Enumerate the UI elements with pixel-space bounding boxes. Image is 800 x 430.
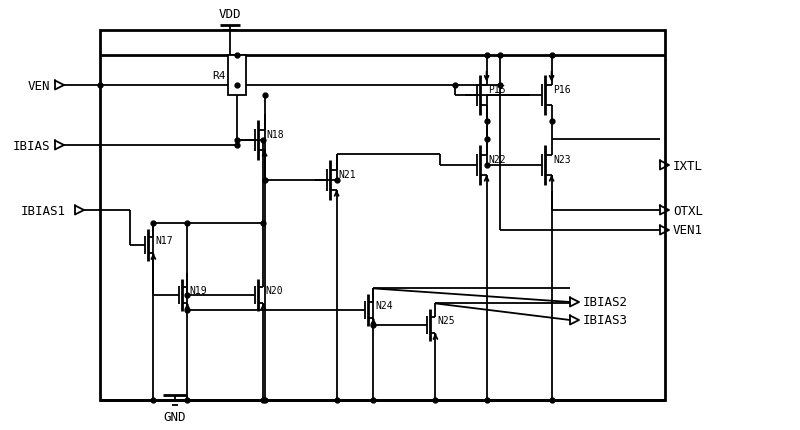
Text: N21: N21 [338, 170, 356, 180]
Text: N23: N23 [554, 155, 571, 165]
Text: N22: N22 [489, 155, 506, 165]
Text: N25: N25 [438, 316, 455, 326]
Text: IXTL: IXTL [673, 159, 703, 172]
Bar [100, 31, 665, 400]
Text: N19: N19 [190, 286, 207, 295]
Text: IBIAS: IBIAS [13, 139, 50, 152]
Text: VEN1: VEN1 [673, 224, 703, 237]
Text: P15: P15 [489, 85, 506, 95]
Text: N18: N18 [266, 130, 284, 140]
Text: R4: R4 [213, 71, 226, 81]
Text: GND: GND [164, 410, 186, 423]
Text: IBIAS1: IBIAS1 [21, 204, 66, 217]
Text: VEN: VEN [27, 79, 50, 92]
Text: IBIAS3: IBIAS3 [583, 314, 628, 327]
Text: N24: N24 [375, 301, 393, 310]
Text: OTXL: OTXL [673, 204, 703, 217]
Text: VDD: VDD [218, 8, 242, 21]
Text: N17: N17 [155, 236, 173, 246]
Text: N20: N20 [266, 286, 283, 295]
Bar [228, 56, 246, 96]
Text: IBIAS2: IBIAS2 [583, 296, 628, 309]
Text: P16: P16 [554, 85, 571, 95]
